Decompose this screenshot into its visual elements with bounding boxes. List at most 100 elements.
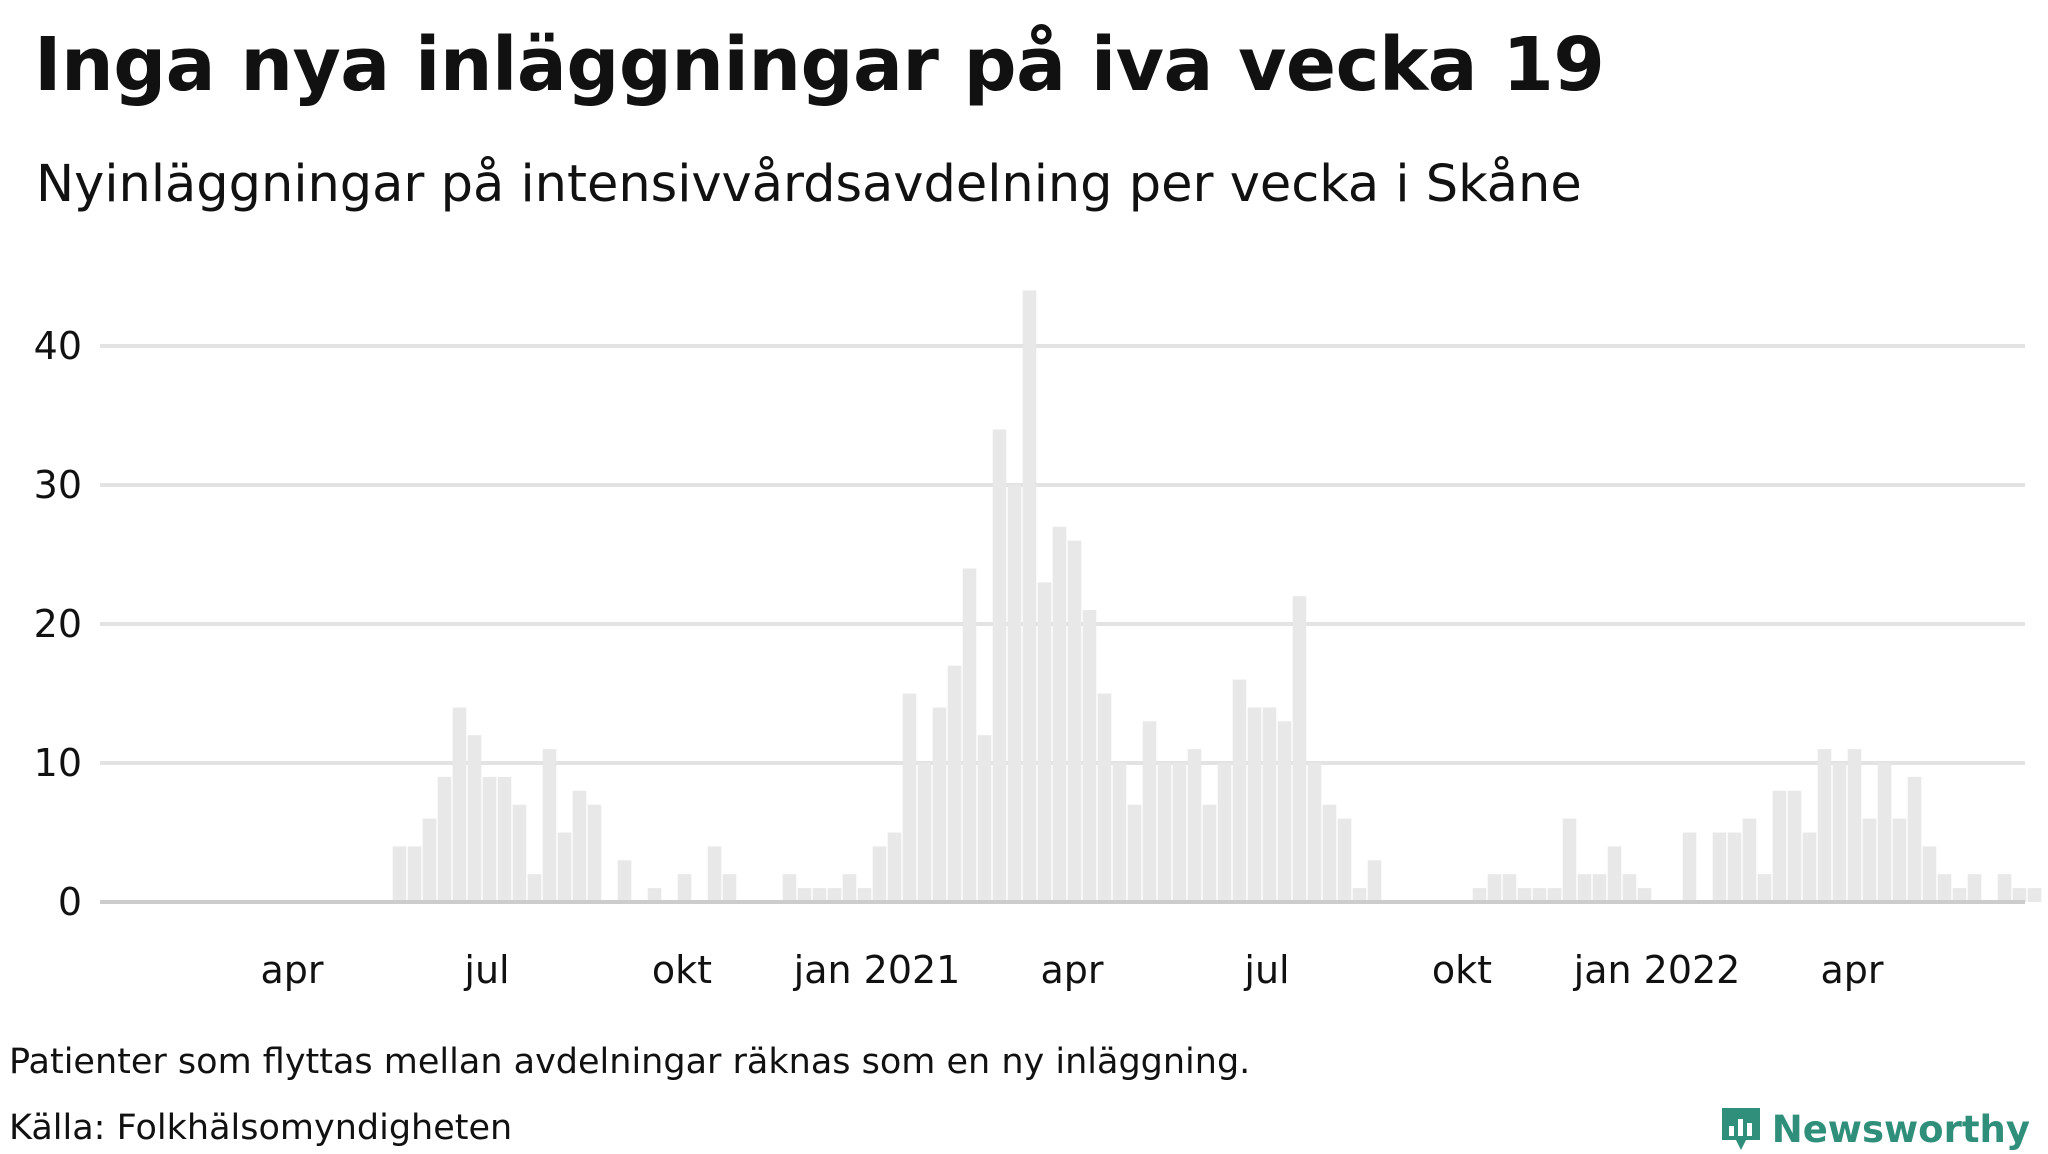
bar-week-115 (1937, 874, 1952, 902)
bar-week-57 (1067, 540, 1082, 902)
bar-week-92 (1592, 874, 1607, 902)
bar-week-14 (422, 818, 437, 902)
bar-week-12 (392, 846, 407, 902)
bar-week-98 (1682, 832, 1697, 902)
bar-week-69 (1247, 707, 1262, 902)
bar-week-112 (1892, 818, 1907, 902)
bar-week-23 (557, 832, 572, 902)
x-axis-ticks: apr jul okt jan 2021 apr jul okt jan 2022 apr (260, 948, 1883, 992)
x-tick-label: apr (260, 948, 323, 992)
bar-week-20 (512, 804, 527, 902)
bar-week-88 (1532, 888, 1547, 902)
newsworthy-logo-icon (1721, 1108, 1760, 1150)
bar-week-38 (782, 874, 797, 902)
bar-week-48 (932, 707, 947, 902)
bar-week-53 (1007, 485, 1022, 902)
bar-week-34 (722, 874, 737, 902)
bar-week-110 (1862, 818, 1877, 902)
bar-week-73 (1307, 763, 1322, 902)
bar-week-13 (407, 846, 422, 902)
bar-week-71 (1277, 721, 1292, 902)
y-axis-ticks: 0 10 20 30 40 (34, 324, 82, 924)
bar-week-43 (857, 888, 872, 902)
bar-week-64 (1172, 763, 1187, 902)
bar-week-74 (1322, 804, 1337, 902)
source-credit: Källa: Folkhälsomyndigheten (9, 1108, 513, 1148)
bar-week-70 (1262, 707, 1277, 902)
bar-week-105 (1787, 790, 1802, 902)
bar-week-100 (1712, 832, 1727, 902)
x-tick-label: apr (1040, 948, 1103, 992)
bar-week-17 (467, 735, 482, 902)
bar-week-94 (1622, 874, 1637, 902)
bar-week-104 (1772, 790, 1787, 902)
bar-week-75 (1337, 818, 1352, 902)
bar-week-46 (902, 693, 917, 902)
bar-week-27 (617, 860, 632, 902)
bar-week-67 (1217, 763, 1232, 902)
bar-week-18 (482, 776, 497, 902)
bar-week-24 (572, 790, 587, 902)
bar-week-40 (812, 888, 827, 902)
bar-week-91 (1577, 874, 1592, 902)
x-tick-label: apr (1820, 948, 1883, 992)
chart-title: Inga nya inläggningar på iva vecka 19 (34, 22, 1605, 108)
bar-week-16 (452, 707, 467, 902)
bar-week-63 (1157, 763, 1172, 902)
brand-name: Newsworthy (1771, 1107, 2030, 1151)
bar-week-15 (437, 776, 452, 902)
bar-week-50 (962, 568, 977, 902)
bar-week-117 (1967, 874, 1982, 902)
chart-subtitle: Nyinläggningar på intensivvårdsavdelning… (36, 155, 1582, 214)
bar-week-101 (1727, 832, 1742, 902)
bar-week-106 (1802, 832, 1817, 902)
bar-week-107 (1817, 749, 1832, 902)
bar-week-72 (1292, 596, 1307, 902)
bar-week-58 (1082, 610, 1097, 902)
bar-week-119 (1997, 874, 2012, 902)
bar-week-19 (497, 776, 512, 902)
x-tick-label: okt (1432, 948, 1492, 992)
bar-week-108 (1832, 763, 1847, 902)
bar-week-52 (992, 429, 1007, 902)
y-tick-label: 30 (34, 463, 82, 507)
bar-week-56 (1052, 526, 1067, 902)
bar-week-25 (587, 804, 602, 902)
y-tick-label: 10 (34, 741, 82, 785)
y-tick-label: 0 (58, 880, 82, 924)
bar-week-47 (917, 763, 932, 902)
bar-week-33 (707, 846, 722, 902)
bar-week-116 (1952, 888, 1967, 902)
bar-week-41 (827, 888, 842, 902)
footnote: Patienter som flyttas mellan avdelningar… (9, 1042, 1251, 1082)
bar-week-77 (1367, 860, 1382, 902)
x-tick-label: jan 2021 (793, 948, 961, 992)
brand-logo: Newsworthy (1718, 1104, 2030, 1154)
bar-week-61 (1127, 804, 1142, 902)
x-tick-label: okt (652, 948, 712, 992)
bar-week-31 (677, 874, 692, 902)
bar-week-111 (1877, 763, 1892, 902)
y-tick-label: 20 (34, 602, 82, 646)
bar-week-95 (1637, 888, 1652, 902)
bar-week-44 (872, 846, 887, 902)
bar-week-93 (1607, 846, 1622, 902)
bar-week-120 (2012, 888, 2027, 902)
bar-week-22 (542, 749, 557, 902)
bar-week-29 (647, 888, 662, 902)
bar-week-66 (1202, 804, 1217, 902)
bar-week-51 (977, 735, 992, 902)
bar-week-42 (842, 874, 857, 902)
bar-chart: 0 10 20 30 40 apr jul okt jan 2021 apr jul okt jan … (34, 290, 2042, 992)
bar-week-103 (1757, 874, 1772, 902)
bar-week-76 (1352, 888, 1367, 902)
bar-week-39 (797, 888, 812, 902)
bar-week-55 (1037, 582, 1052, 902)
bar-week-121 (2027, 888, 2042, 902)
bar-week-85 (1487, 874, 1502, 902)
bar-week-113 (1907, 776, 1922, 902)
bar-week-90 (1562, 818, 1577, 902)
bar-week-65 (1187, 749, 1202, 902)
bar-week-87 (1517, 888, 1532, 902)
x-tick-label: jan 2022 (1573, 948, 1741, 992)
